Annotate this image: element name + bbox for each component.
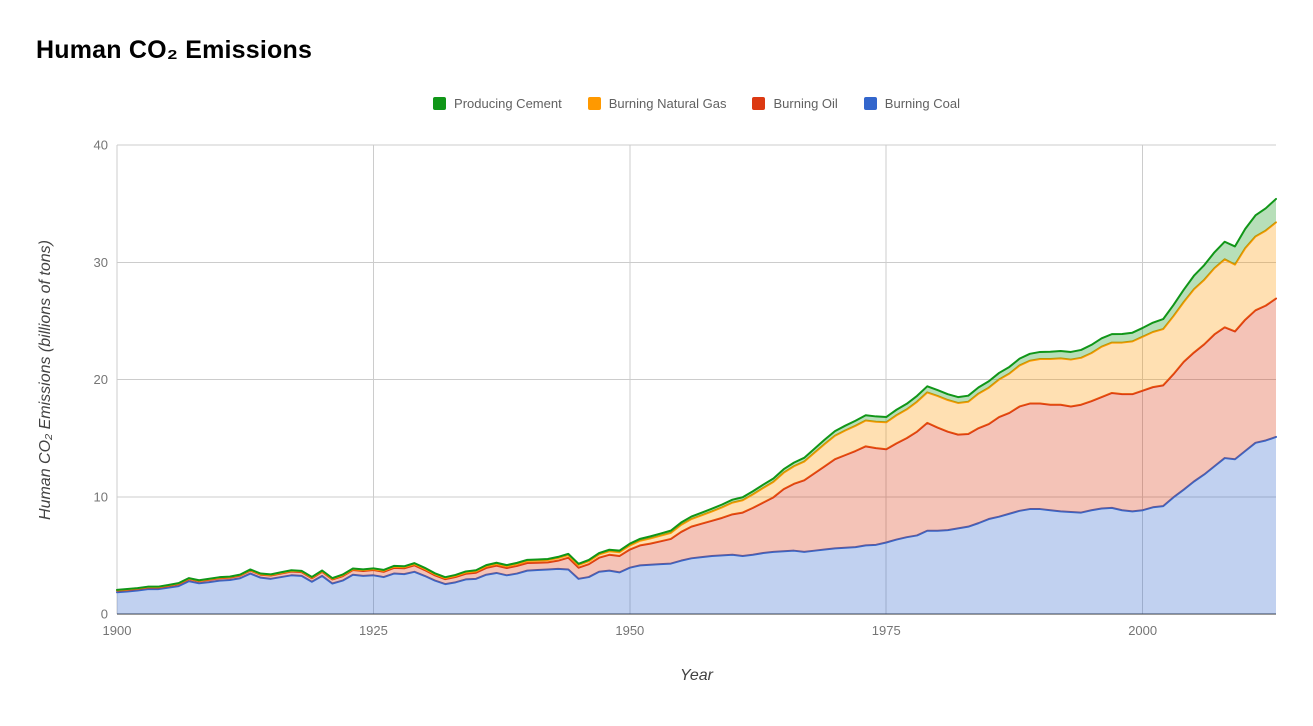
chart-title: Human CO₂ Emissions (36, 36, 313, 64)
legend-swatch (433, 97, 447, 110)
y-tick-label: 40 (94, 138, 108, 153)
y-tick-label: 10 (94, 489, 108, 504)
x-tick-label: 2000 (1128, 623, 1157, 638)
series-areas (116, 197, 1277, 614)
x-tick-label: 1900 (103, 623, 132, 638)
legend-label: Burning Coal (884, 96, 960, 111)
y-tick-label: 30 (94, 255, 108, 270)
legend-item: Burning Coal (863, 96, 960, 111)
x-tick-label: 1975 (872, 623, 901, 638)
line-burning-coal (116, 435, 1277, 594)
legend-swatch (587, 97, 601, 110)
y-tick-label: 20 (94, 372, 108, 387)
legend-swatch (752, 97, 766, 110)
area-burning-oil (117, 298, 1276, 593)
x-tick-label: 1925 (359, 623, 388, 638)
legend-label: Producing Cement (454, 96, 562, 111)
axis-tick-labels: 0 10 20 30 40 1900 1925 1950 1975 2000 (94, 138, 1158, 639)
legend-item: Burning Oil (752, 96, 838, 111)
gridlines (116, 144, 1276, 615)
legend-label: Burning Natural Gas (608, 96, 727, 111)
legend-item: Producing Cement (433, 96, 562, 111)
legend-swatch (863, 97, 877, 110)
x-axis-title: Year (680, 667, 713, 684)
x-tick-label: 1950 (615, 623, 644, 638)
line-producing-cement (116, 197, 1277, 591)
legend-item: Burning Natural Gas (587, 96, 727, 111)
legend: Producing Cement Burning Natural Gas Burni… (117, 96, 1276, 111)
area-burning-coal (117, 436, 1276, 614)
y-tick-label: 0 (101, 607, 108, 622)
legend-label: Burning Oil (773, 96, 838, 111)
